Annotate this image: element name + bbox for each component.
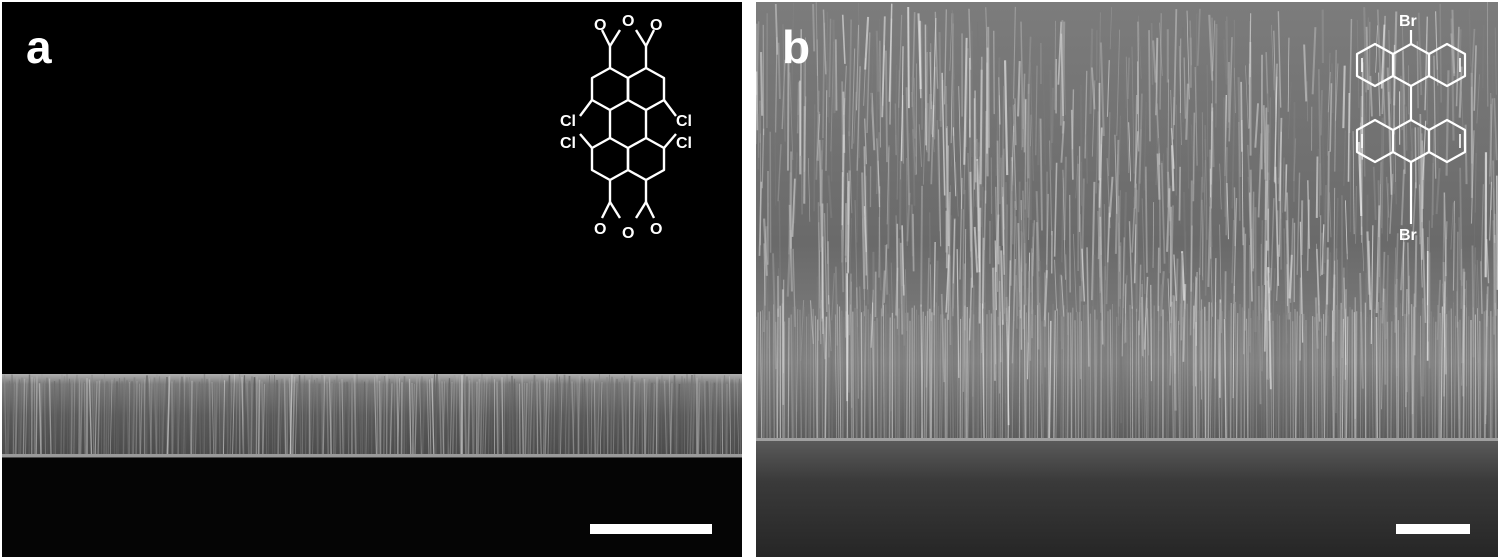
nanowire-strands-b [756, 2, 1498, 439]
atom-o-6: O [650, 221, 662, 238]
substrate-edge-a [2, 454, 742, 457]
atom-o-3: O [650, 17, 662, 34]
atom-cl-3: Cl [560, 135, 576, 152]
sem-image-a [2, 2, 742, 557]
substrate-b [756, 441, 1498, 557]
atom-cl-1: Cl [560, 113, 576, 130]
atom-o-2: O [622, 13, 634, 30]
scale-bar-b [1396, 524, 1470, 534]
panel-label-a: a [26, 21, 52, 73]
scale-bar-a [590, 524, 712, 534]
atom-cl-4: Cl [676, 135, 692, 152]
atom-o-5: O [622, 225, 634, 242]
atom-o-1: O [594, 17, 606, 34]
substrate-a [2, 458, 742, 557]
molecule-structure-a: O O O Cl Cl Cl Cl O O O [560, 13, 692, 242]
atom-br-2: Br [1399, 227, 1417, 244]
atom-br-1: Br [1399, 13, 1417, 30]
sem-image-b [756, 2, 1498, 557]
atom-cl-2: Cl [676, 113, 692, 130]
panel-label-b: b [782, 21, 811, 73]
molecule-structure-b: Br Br [1355, 13, 1467, 244]
atom-o-4: O [594, 221, 606, 238]
substrate-edge-b [756, 438, 1498, 441]
panel-b: b Br Br [756, 2, 1498, 557]
panel-a: a [2, 2, 742, 557]
nanowire-strands-a [2, 373, 742, 455]
